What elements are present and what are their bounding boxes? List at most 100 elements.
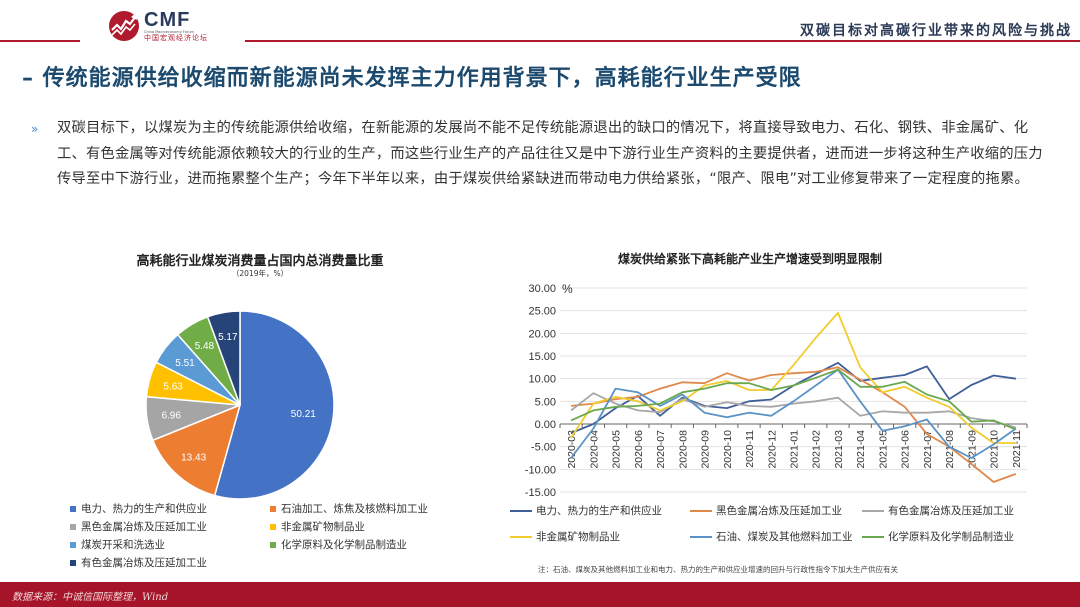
- line-chart-legend: 电力、热力的生产和供应业 黑色金属冶炼及压延加工业 有色金属冶炼及压延加工业非金属矿…: [510, 503, 1040, 544]
- page-title: – 传统能源供给收缩而新能源尚未发挥主力作用背景下，高耗能行业生产受限: [22, 66, 802, 91]
- pie-legend-item: 黑色金属冶炼及压延加工业: [70, 519, 270, 534]
- legend-label: 电力、热力的生产和供应业: [81, 503, 207, 515]
- line-series: [570, 368, 1017, 431]
- x-tick-label: 2021-05: [877, 430, 889, 469]
- header-divider-left: [0, 40, 80, 42]
- line-legend-item: 化学原料及化学制品制造业: [862, 529, 1040, 544]
- pie-slice: [206, 310, 241, 406]
- y-tick-label: 5.00: [535, 396, 556, 408]
- line-series: [571, 366, 1017, 483]
- line-chart-title: 煤炭供给紧张下高耗能产业生产增速受到明显限制: [617, 252, 882, 266]
- legend-label: 电力、热力的生产和供应业: [536, 505, 662, 517]
- legend-label: 化学原料及化学制品制造业: [281, 539, 407, 551]
- slide-footer: 数据来源：中诚信国际整理，Wind: [0, 582, 1080, 607]
- legend-line-icon: [862, 535, 884, 538]
- x-tick-label: 2020-09: [700, 430, 712, 469]
- y-tick-label: 25.00: [528, 306, 556, 318]
- legend-label: 石油加工、炼焦及核燃料加工业: [281, 503, 428, 515]
- header-divider-right: [245, 40, 1080, 42]
- pie-slice-label: 6.96: [161, 411, 181, 422]
- pie-legend-item: 化学原料及化学制品制造业: [270, 537, 470, 552]
- line-legend-item: 电力、热力的生产和供应业: [510, 503, 690, 518]
- line-legend-item: 有色金属冶炼及压延加工业: [862, 503, 1040, 518]
- cmf-logo: CMF China Macroeconomy Forum 中国宏观经济论坛: [108, 8, 228, 44]
- pie-chart-title: 高耗能行业煤炭消费量占国内总消费量比重: [136, 254, 384, 269]
- legend-label: 非金属矿物制品业: [536, 531, 620, 543]
- x-tick-label: 2020-04: [588, 430, 600, 469]
- pie-slice-label: 5.51: [175, 358, 195, 369]
- logo-brand: CMF: [144, 8, 191, 31]
- cmf-logo-icon: [109, 11, 139, 41]
- legend-label: 黑色金属冶炼及压延加工业: [81, 521, 207, 533]
- x-tick-label: 2021-10: [989, 430, 1001, 469]
- pie-slice-label: 5.48: [195, 341, 215, 352]
- pie-legend-item: 有色金属冶炼及压延加工业: [70, 555, 270, 570]
- pie-slice-label: 5.63: [163, 381, 183, 392]
- x-tick-label: 2021-02: [811, 430, 823, 469]
- legend-swatch-icon: [70, 523, 76, 530]
- legend-label: 煤炭开采和洗选业: [81, 539, 165, 551]
- line-legend-item: 黑色金属冶炼及压延加工业: [690, 503, 862, 518]
- x-tick-label: 2020-12: [766, 430, 778, 469]
- y-tick-label: -5.00: [531, 442, 556, 454]
- x-tick-label: 2020-03: [566, 430, 578, 469]
- pie-legend-item: 非金属矿物制品业: [270, 519, 470, 534]
- legend-line-icon: [690, 535, 712, 538]
- legend-line-icon: [510, 535, 532, 538]
- x-tick-label: 2020-05: [611, 430, 623, 469]
- legend-line-icon: [862, 509, 884, 512]
- legend-swatch-icon: [70, 541, 76, 548]
- x-tick-label: 2021-09: [966, 430, 978, 469]
- x-tick-label: 2021-07: [922, 430, 934, 469]
- x-tick-label: 2020-06: [633, 430, 645, 469]
- legend-label: 黑色金属冶炼及压延加工业: [716, 505, 842, 517]
- x-tick-label: 2021-04: [855, 430, 867, 469]
- y-tick-label: 20.00: [528, 328, 556, 340]
- y-tick-label: 10.00: [528, 374, 556, 386]
- line-series: [570, 368, 1017, 459]
- pie-legend-item: 石油加工、炼焦及核燃料加工业: [270, 501, 470, 516]
- line-legend-item: 非金属矿物制品业: [510, 529, 690, 544]
- logo-english: China Macroeconomy Forum: [144, 29, 194, 34]
- legend-swatch-icon: [270, 505, 276, 512]
- data-source: 数据来源：中诚信国际整理，Wind: [12, 592, 169, 603]
- y-tick-label: -10.00: [525, 464, 556, 476]
- pie-slice-label: 13.43: [181, 452, 206, 463]
- y-tick-label: 0.00: [535, 419, 556, 431]
- pie-legend-item: 煤炭开采和洗选业: [70, 537, 270, 552]
- y-tick-label: -15.00: [525, 487, 556, 499]
- chart-note: 注：石油、煤炭及其他燃料加工业和电力、热力的生产和供应业增速的回升与行政性指令下…: [538, 565, 898, 574]
- legend-swatch-icon: [270, 523, 276, 530]
- legend-label: 石油、煤炭及其他燃料加工业: [716, 531, 853, 543]
- line-series: [570, 312, 1016, 444]
- pie-legend-item: 电力、热力的生产和供应业: [70, 501, 270, 516]
- y-tick-label: 15.00: [528, 351, 556, 363]
- x-tick-label: 2021-01: [789, 430, 801, 469]
- bullet-icon: »: [31, 122, 39, 136]
- legend-swatch-icon: [270, 541, 276, 548]
- legend-label: 化学原料及化学制品制造业: [888, 531, 1014, 543]
- pie-chart-subtitle: （2019年，%）: [231, 269, 289, 278]
- legend-swatch-icon: [70, 505, 76, 512]
- legend-line-icon: [690, 509, 712, 512]
- x-tick-label: 2021-03: [833, 430, 845, 469]
- x-tick-label: 2020-07: [655, 430, 667, 469]
- pie-slice-label: 50.21: [291, 409, 316, 420]
- x-tick-label: 2020-10: [722, 430, 734, 469]
- pie-slice: [213, 310, 335, 500]
- line-chart: 30.00 25.00 20.00 15.00 10.00 5.00 0.00 -5.00 -1…: [525, 282, 1028, 499]
- y-tick-label: 30.00: [528, 283, 556, 295]
- legend-line-icon: [510, 509, 532, 512]
- x-tick-label: 2021-06: [900, 430, 912, 469]
- legend-label: 非金属矿物制品业: [281, 521, 365, 533]
- line-series: [570, 392, 1017, 429]
- legend-label: 有色金属冶炼及压延加工业: [81, 557, 207, 569]
- pie-slice-label: 5.17: [218, 332, 238, 343]
- pie-chart: 50.21 13.43 6.96 5.63 5.515.485.17: [145, 310, 335, 500]
- logo-chinese: 中国宏观经济论坛: [144, 34, 208, 43]
- x-tick-label: 2021-08: [944, 430, 956, 469]
- legend-swatch-icon: [70, 559, 76, 566]
- x-tick-label: 2020-11: [744, 430, 756, 468]
- legend-label: 有色金属冶炼及压延加工业: [888, 505, 1014, 517]
- pie-slice: [151, 403, 242, 497]
